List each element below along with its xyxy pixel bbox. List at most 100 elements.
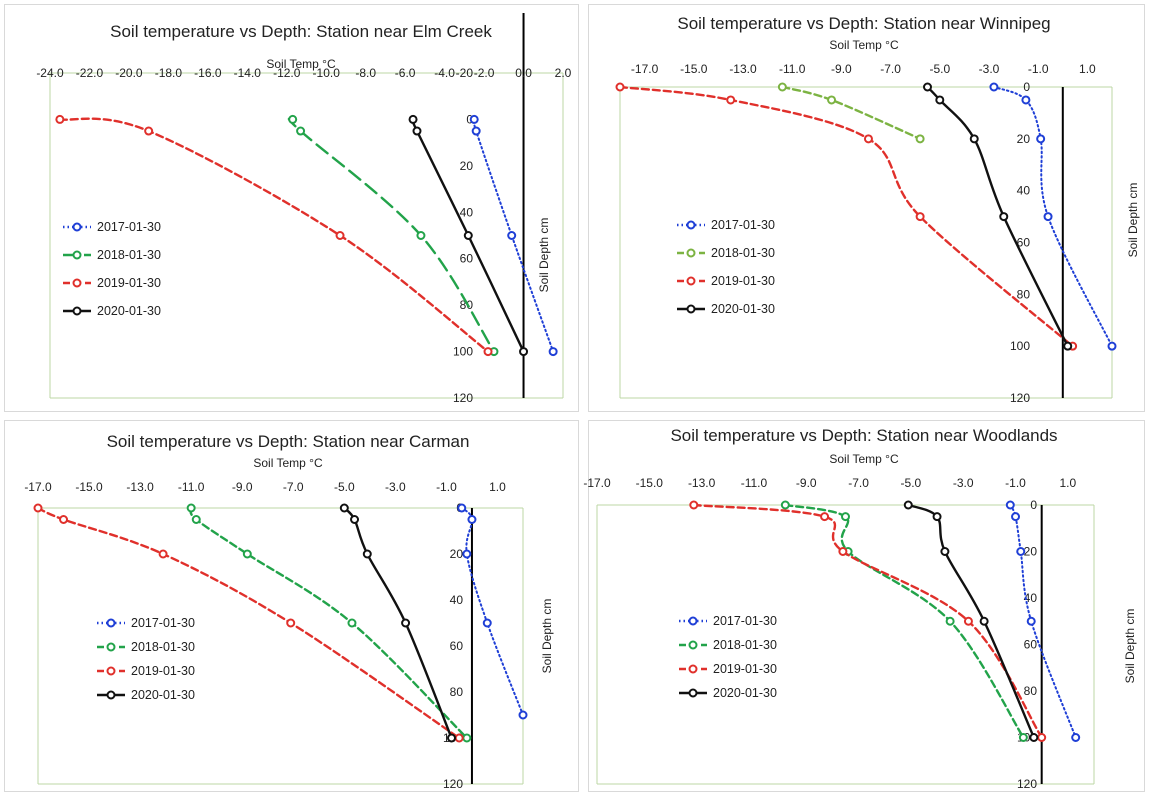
x-tick-label: -24.0 xyxy=(36,66,64,80)
legend-marker xyxy=(688,616,698,626)
x-tick-label: -7.0 xyxy=(880,62,901,76)
data-point xyxy=(454,733,464,743)
series-line xyxy=(926,85,1069,348)
legend-label: 2019-01-30 xyxy=(713,662,777,676)
data-point xyxy=(33,503,43,513)
data-point xyxy=(932,512,942,522)
x-tick-label: 0.0 xyxy=(515,66,532,80)
data-point xyxy=(999,212,1009,222)
data-point xyxy=(1043,212,1053,222)
x-tick-label: -3.0 xyxy=(979,62,1000,76)
data-point xyxy=(863,134,873,144)
legend-marker xyxy=(686,276,696,286)
data-point xyxy=(777,82,787,92)
data-point xyxy=(347,618,357,628)
data-point xyxy=(1016,547,1026,556)
x-tick-label: -14.0 xyxy=(234,66,262,80)
legend-marker xyxy=(688,688,698,698)
legend-label: 2017-01-30 xyxy=(97,220,161,234)
data-point xyxy=(507,231,517,240)
legend-label: 2018-01-30 xyxy=(97,248,161,262)
x-axis-label: Soil Temp °C xyxy=(266,57,336,71)
data-point xyxy=(457,503,467,513)
series-line xyxy=(460,507,524,716)
data-point xyxy=(1071,733,1081,742)
x-tick-label: -3.0 xyxy=(953,476,974,490)
y-tick-label: 60 xyxy=(1024,638,1038,652)
data-point xyxy=(935,95,945,105)
y-tick-label: 100 xyxy=(1010,339,1030,353)
data-point xyxy=(841,512,850,522)
legend-label: 2020-01-30 xyxy=(97,304,161,318)
legend-label: 2018-01-30 xyxy=(131,640,195,654)
legend-marker xyxy=(686,248,696,258)
data-point xyxy=(144,126,154,136)
data-point xyxy=(362,549,372,559)
x-tick-label: -15.0 xyxy=(636,476,664,490)
data-point xyxy=(820,512,830,522)
data-point xyxy=(483,347,493,357)
x-tick-label: -17.0 xyxy=(631,62,659,76)
y-axis-label: Soil Depth cm xyxy=(540,599,554,674)
x-axis-label: Soil Temp °C xyxy=(253,456,323,470)
data-point xyxy=(1005,500,1015,510)
legend-label: 2020-01-30 xyxy=(713,686,777,700)
x-tick-label: -9.0 xyxy=(232,480,253,494)
chart-svg: Soil temperature vs Depth: Station near … xyxy=(583,426,1137,791)
data-point xyxy=(1026,616,1036,626)
legend-marker xyxy=(686,304,696,314)
x-tick-label: -16.0 xyxy=(194,66,222,80)
y-axis-label: Soil Depth cm xyxy=(1123,609,1137,684)
y-tick-label: 80 xyxy=(460,298,474,312)
chart-elm-creek: Soil temperature vs Depth: Station near … xyxy=(4,4,579,412)
data-point xyxy=(519,347,529,357)
legend-label: 2019-01-30 xyxy=(131,664,195,678)
series-line xyxy=(36,506,461,740)
data-point xyxy=(1029,733,1039,742)
y-tick-label: 80 xyxy=(1024,684,1038,698)
x-tick-label: -2.0 xyxy=(474,66,495,80)
legend-label: 2017-01-30 xyxy=(711,218,775,232)
series-line xyxy=(287,117,496,353)
y-tick-label: 80 xyxy=(450,685,464,699)
data-point xyxy=(689,500,699,510)
y-tick-label: 40 xyxy=(450,593,464,607)
data-point xyxy=(915,212,925,222)
legend-label: 2019-01-30 xyxy=(711,274,775,288)
y-axis-label: Soil Depth cm xyxy=(1126,183,1140,258)
legend-marker xyxy=(72,278,82,288)
data-point xyxy=(1107,341,1117,351)
data-point xyxy=(963,616,973,626)
x-tick-label: -17.0 xyxy=(24,480,52,494)
chart-title: Soil temperature vs Depth: Station near … xyxy=(670,426,1057,445)
data-point xyxy=(401,618,411,628)
y-tick-label: 60 xyxy=(460,252,474,266)
data-point xyxy=(296,126,306,136)
y-tick-label: 20 xyxy=(460,159,474,173)
data-point xyxy=(471,126,481,136)
data-point xyxy=(186,503,196,513)
x-tick-label: -18.0 xyxy=(155,66,183,80)
legend-marker xyxy=(106,690,116,700)
data-point xyxy=(242,549,252,559)
data-point xyxy=(903,500,913,510)
y-tick-label: 40 xyxy=(460,205,474,219)
data-point xyxy=(915,134,925,144)
data-point xyxy=(408,114,418,124)
data-point xyxy=(1011,512,1021,522)
legend-marker xyxy=(106,618,116,628)
x-tick-label: -5.0 xyxy=(901,476,922,490)
chart-carman: Soil temperature vs Depth: Station near … xyxy=(4,420,579,792)
chart-svg: Soil temperature vs Depth: Station near … xyxy=(615,14,1140,405)
legend-label: 2020-01-30 xyxy=(711,302,775,316)
y-tick-label: 80 xyxy=(1017,287,1031,301)
y-tick-label: 120 xyxy=(443,777,463,791)
data-point xyxy=(412,126,422,136)
chart-svg: Soil temperature vs Depth: Station near … xyxy=(36,13,572,405)
x-tick-label: -7.0 xyxy=(848,476,869,490)
legend-marker xyxy=(106,642,116,652)
chart-title: Soil temperature vs Depth: Station near … xyxy=(110,22,492,41)
x-tick-label: -11.0 xyxy=(178,480,205,494)
x-tick-label: -5.0 xyxy=(334,480,355,494)
series-line xyxy=(992,86,1113,348)
